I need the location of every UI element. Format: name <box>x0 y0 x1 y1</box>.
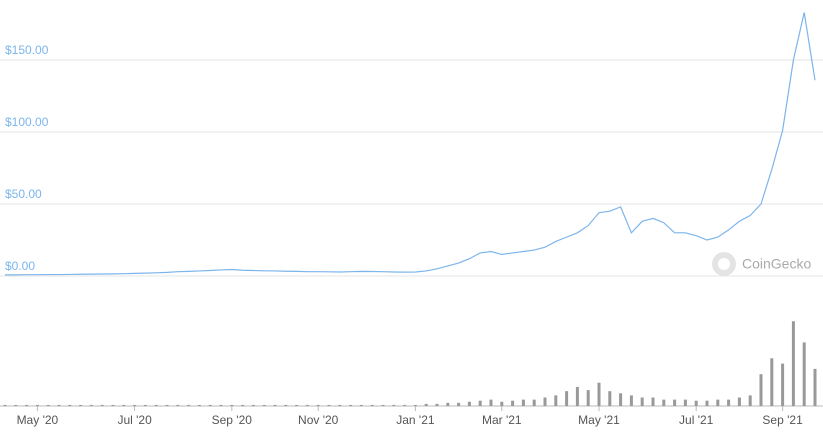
volume-bar <box>68 404 72 406</box>
volume-bar <box>651 397 655 406</box>
x-tick-label: Sep '20 <box>212 413 253 427</box>
volume-bar <box>100 404 104 406</box>
x-tick-label: May '20 <box>17 413 59 427</box>
volume-bar <box>521 399 525 406</box>
volume-bar <box>435 403 439 406</box>
volume-bar <box>478 400 482 406</box>
volume-bar <box>79 404 83 406</box>
volume-bar <box>694 400 698 406</box>
volume-bar <box>673 399 677 406</box>
volume-bar <box>413 404 417 406</box>
logo-inner <box>718 258 730 270</box>
volume-bar <box>705 400 709 406</box>
volume-bar <box>619 393 623 406</box>
volume-bar <box>489 399 493 406</box>
volume-bar <box>467 401 471 406</box>
volume-bar <box>241 404 245 406</box>
volume-bar <box>629 395 633 406</box>
volume-bar <box>586 390 590 406</box>
volume-bar <box>89 404 93 406</box>
volume-bar <box>500 401 504 406</box>
y-tick-label: $150.00 <box>5 43 49 57</box>
volume-bar <box>154 404 158 406</box>
x-tick-label: Mar '21 <box>482 413 522 427</box>
volume-bar <box>662 399 666 406</box>
volume-bar <box>143 404 147 406</box>
y-tick-label: $50.00 <box>5 187 42 201</box>
x-tick-label: Jul '21 <box>679 413 714 427</box>
x-tick-label: Sep '21 <box>762 413 803 427</box>
volume-bar <box>597 382 601 406</box>
volume-bar <box>35 404 39 406</box>
x-tick-label: Jan '21 <box>396 413 435 427</box>
volume-bar <box>727 399 731 406</box>
volume-bar <box>46 404 50 406</box>
volume-bar <box>457 402 461 406</box>
volume-bar <box>543 397 547 406</box>
volume-bar <box>14 404 18 406</box>
volume-bar <box>759 374 763 406</box>
volume-bar <box>608 391 612 406</box>
volume-bar <box>295 404 299 406</box>
volume-bar <box>748 395 752 406</box>
volume-bar <box>111 404 115 406</box>
volume-bar <box>133 404 137 406</box>
price-line <box>5 12 816 276</box>
volume-bar <box>338 404 342 406</box>
volume-bar <box>381 404 385 406</box>
volume-bar <box>511 400 515 406</box>
volume-bar <box>716 399 720 406</box>
volume-bar <box>262 404 266 406</box>
volume-bar <box>176 404 180 406</box>
volume-bar <box>370 404 374 406</box>
volume-bar <box>122 404 126 406</box>
volume-bar <box>802 342 806 406</box>
x-tick-label: Jul '20 <box>117 413 152 427</box>
volume-bar <box>446 402 450 406</box>
volume-bar <box>230 404 234 406</box>
volume-bar <box>813 368 817 406</box>
volume-bar <box>770 358 774 406</box>
volume-bar <box>781 363 785 406</box>
volume-bar <box>273 404 277 406</box>
x-tick-label: Nov '20 <box>298 413 339 427</box>
volume-bar <box>791 321 795 406</box>
volume-bar <box>683 399 687 406</box>
volume-bar <box>208 404 212 406</box>
volume-bar <box>575 386 579 406</box>
volume-bar <box>349 404 353 406</box>
volume-bar <box>392 404 396 406</box>
volume-bar <box>284 404 288 406</box>
y-tick-label: $100.00 <box>5 115 49 129</box>
volume-bar <box>737 397 741 406</box>
volume-bar <box>305 404 309 406</box>
volume-bar <box>327 404 331 406</box>
y-tick-label: $0.00 <box>5 259 35 273</box>
volume-bar <box>403 404 407 406</box>
volume-bar <box>565 391 569 406</box>
volume-bar <box>3 404 7 406</box>
x-tick-label: May '21 <box>578 413 620 427</box>
volume-bar <box>251 404 255 406</box>
volume-bar <box>165 404 169 406</box>
volume-bar <box>316 404 320 406</box>
watermark: CoinGecko <box>742 256 811 272</box>
volume-bar <box>640 397 644 406</box>
volume-bar <box>532 399 536 406</box>
volume-bar <box>57 404 61 406</box>
volume-bar <box>219 404 223 406</box>
volume-bar <box>197 404 201 406</box>
volume-bar <box>359 404 363 406</box>
volume-bar <box>25 404 29 406</box>
volume-bar <box>187 404 191 406</box>
volume-bar <box>424 403 428 406</box>
volume-bar <box>554 395 558 406</box>
